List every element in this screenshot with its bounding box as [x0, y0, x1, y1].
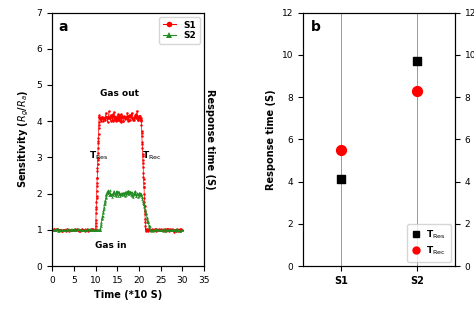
Point — [413, 88, 421, 93]
Point — [337, 177, 345, 182]
Text: Gas in: Gas in — [95, 241, 127, 250]
Text: T$_{\rm Res}$: T$_{\rm Res}$ — [89, 149, 109, 162]
Legend: S1, S2: S1, S2 — [159, 17, 200, 44]
Y-axis label: Response time (S): Response time (S) — [266, 89, 276, 190]
Y-axis label: Response time (S): Response time (S) — [205, 89, 215, 190]
Y-axis label: Sensitivity ($R_g$/$R_a$): Sensitivity ($R_g$/$R_a$) — [17, 90, 31, 188]
Legend: T$_{\rm Res}$, T$_{\rm Rec}$: T$_{\rm Res}$, T$_{\rm Rec}$ — [408, 224, 450, 262]
Point — [413, 59, 421, 64]
Point — [337, 147, 345, 152]
Text: T$_{\rm Rec}$: T$_{\rm Rec}$ — [143, 149, 162, 162]
X-axis label: Time (*10 S): Time (*10 S) — [94, 290, 162, 300]
Text: Gas out: Gas out — [100, 89, 139, 98]
Text: a: a — [58, 20, 68, 34]
Text: b: b — [310, 20, 320, 34]
